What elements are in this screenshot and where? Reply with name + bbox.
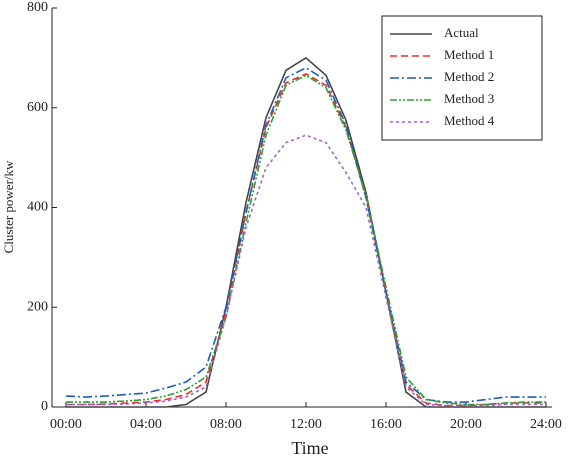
legend-label: Method 3: [444, 91, 494, 106]
x-axis-title: Time: [291, 438, 328, 458]
legend-label: Method 4: [444, 113, 495, 128]
x-tick-label: 24:00: [530, 417, 562, 432]
y-tick-label: 600: [27, 100, 48, 115]
y-tick-label: 400: [27, 200, 48, 215]
series-line: [66, 72, 546, 407]
legend-label: Method 1: [444, 47, 494, 62]
y-tick-label: 0: [41, 399, 48, 414]
series-line: [66, 56, 546, 408]
series-line: [65, 66, 546, 403]
y-tick-label: 800: [27, 0, 48, 15]
legend-label: Method 2: [444, 69, 494, 84]
x-tick-label: 08:00: [210, 417, 242, 432]
series-line: [66, 134, 546, 407]
y-tick-label: 200: [27, 299, 48, 314]
y-axis-title: Cluster power/kw: [1, 160, 16, 253]
legend-label: Actual: [444, 25, 479, 40]
x-tick-label: 00:00: [50, 417, 82, 432]
x-tick-label: 12:00: [290, 417, 322, 432]
x-tick-label: 20:00: [450, 417, 482, 432]
x-tick-label: 04:00: [130, 417, 162, 432]
x-tick-label: 16:00: [370, 417, 402, 432]
